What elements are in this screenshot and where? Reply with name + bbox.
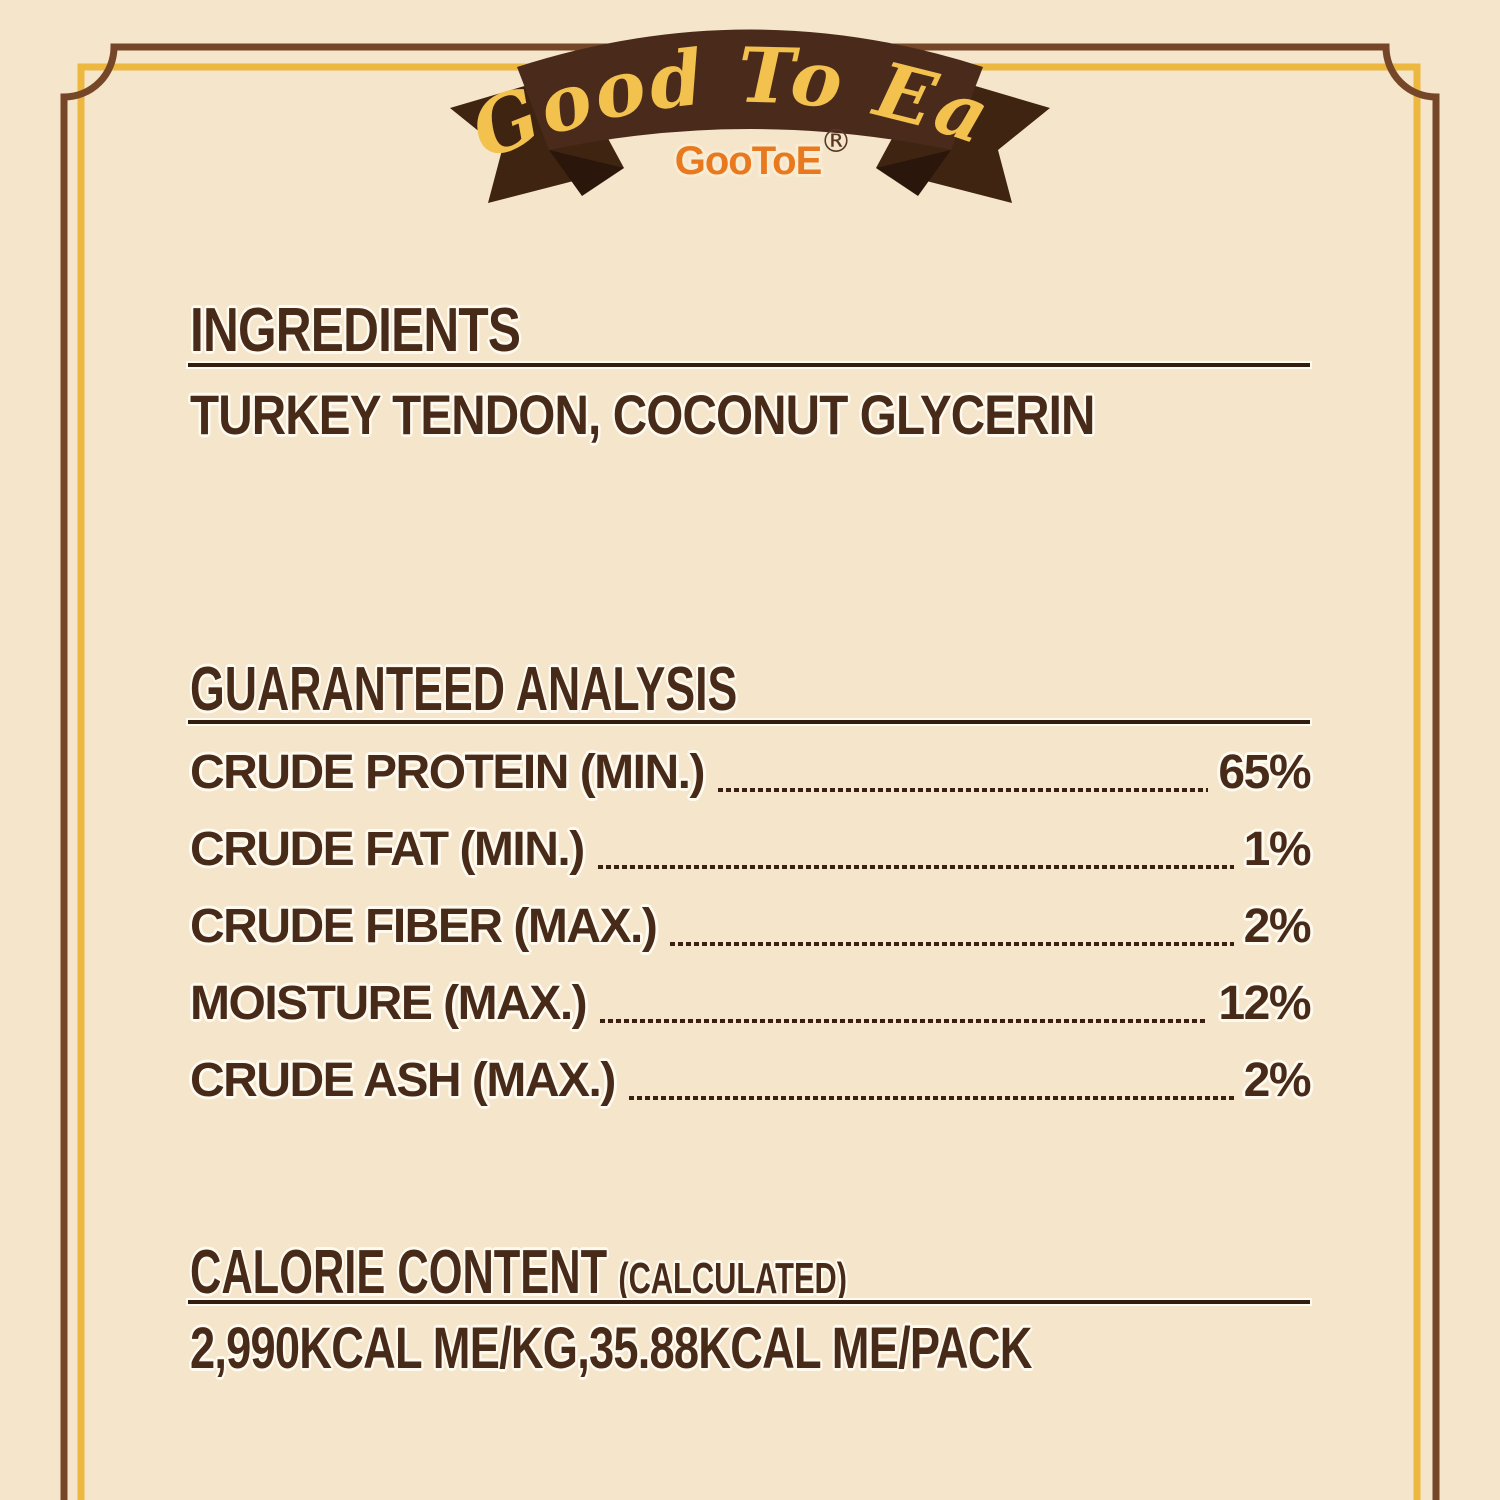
calorie-content-text: 2,990KCAL ME/KG,35.88KCAL ME/PACK [190, 1316, 1032, 1381]
ingredients-heading: INGREDIENTS [190, 296, 521, 365]
ingredients-text: TURKEY TENDON, COCONUT GLYCERIN [190, 383, 1095, 446]
ribbon-left-fold [549, 150, 624, 196]
analysis-label: CRUDE FIBER (MAX.) [190, 900, 658, 953]
calorie-content-heading: CALORIE CONTENT (CALCULATED) [190, 1240, 847, 1305]
analysis-row: CRUDE FAT (MIN.) 1% [190, 822, 1312, 878]
dotted-leader [670, 942, 1234, 946]
calorie-heading-main: CALORIE CONTENT [190, 1238, 608, 1307]
registered-trademark-icon: ® [820, 122, 852, 160]
analysis-row: CRUDE PROTEIN (MIN.) 65% [190, 745, 1311, 801]
guaranteed-analysis-divider [188, 720, 1310, 724]
ribbon-band [517, 29, 983, 150]
calorie-heading-sub: (CALCULATED) [618, 1254, 847, 1303]
analysis-label: CRUDE FAT (MIN.) [190, 823, 585, 876]
analysis-value: 65% [1218, 746, 1311, 799]
ingredients-divider [188, 363, 1310, 367]
calorie-content-divider [188, 1300, 1310, 1304]
analysis-row: MOISTURE (MAX.) 12% [190, 976, 1311, 1032]
analysis-value: 1% [1243, 823, 1312, 876]
dotted-leader [597, 865, 1234, 869]
analysis-value: 2% [1243, 1054, 1312, 1107]
brand-logo: GooToE [675, 139, 822, 183]
ribbon-right-fold [876, 150, 951, 196]
dotted-leader [717, 788, 1209, 792]
analysis-value: 2% [1243, 900, 1312, 953]
analysis-label: CRUDE PROTEIN (MIN.) [190, 746, 705, 799]
dotted-leader [628, 1096, 1234, 1100]
analysis-row: CRUDE FIBER (MAX.) 2% [190, 899, 1312, 955]
dotted-leader [600, 1019, 1209, 1023]
analysis-row: CRUDE ASH (MAX.) 2% [190, 1053, 1312, 1109]
banner-title: Good To Eat [0, 0, 1003, 176]
analysis-label: CRUDE ASH (MAX.) [190, 1054, 616, 1107]
guaranteed-analysis-table: CRUDE PROTEIN (MIN.) 65% CRUDE FAT (MIN.… [190, 745, 1312, 1130]
guaranteed-analysis-heading: GUARANTEED ANALYSIS [190, 655, 738, 724]
analysis-value: 12% [1218, 977, 1311, 1030]
brand-banner: Good To Eat GooToE ® [0, 0, 1050, 203]
analysis-label: MOISTURE (MAX.) [190, 977, 588, 1030]
